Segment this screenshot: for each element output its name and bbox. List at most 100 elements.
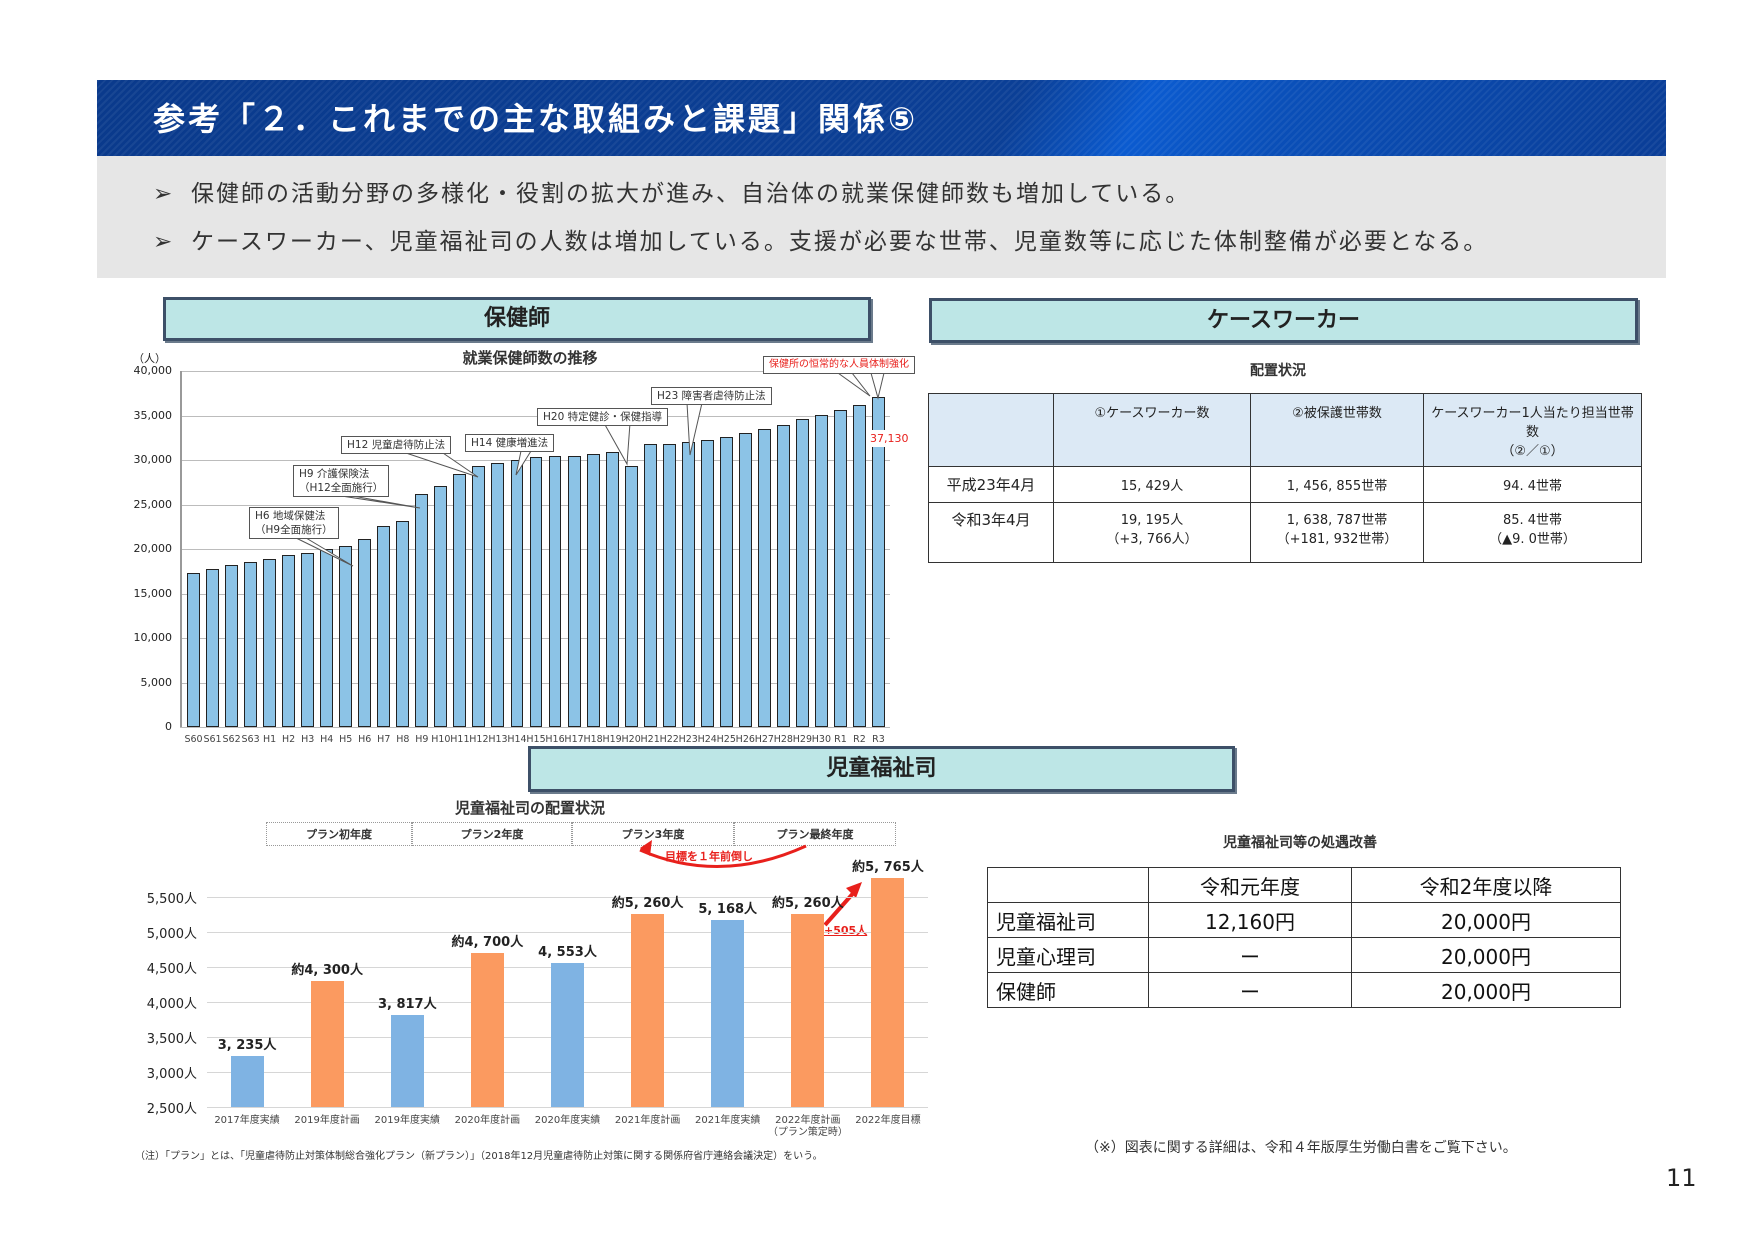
row-label: 児童福祉司 <box>987 902 1149 938</box>
x-tick-label: H11 <box>450 734 470 745</box>
callout-h14: H14 健康増進法 <box>465 434 555 452</box>
plan-bar <box>310 981 344 1107</box>
nurse-chart-unit: （人） <box>133 352 166 365</box>
gridline <box>180 415 890 417</box>
x-tick-label: H5 <box>339 734 353 745</box>
last-value-label: 37,130 <box>868 430 911 447</box>
x-tick-label: H23 <box>678 734 698 745</box>
table-row: 児童福祉司 12,160円 20,000円 <box>987 902 1621 938</box>
x-tick-label: H1 <box>263 734 277 745</box>
nurse-section-banner: 保健師 <box>163 297 871 341</box>
header-cell: 令和元年度 <box>1148 867 1352 903</box>
bar <box>396 520 410 727</box>
x-tick-label: H18 <box>583 734 603 745</box>
x-tick-label: 2019年度実績 <box>374 1115 440 1126</box>
x-tick-label: H13 <box>488 734 508 745</box>
page-number: 11 <box>1666 1164 1697 1192</box>
chart-footnote: （注）「プラン」とは、「児童虐待防止対策体制総合強化プラン（新プラン）」（201… <box>135 1151 823 1162</box>
cell-value: 19, 195人 <box>1120 513 1184 528</box>
callout-text: （H12全面施行） <box>299 482 384 494</box>
value-label: 3, 817人 <box>377 996 437 1012</box>
table-cell: 85. 4世帯 （▲9. 0世帯） <box>1423 502 1642 563</box>
row-label: 児童心理司 <box>987 937 1149 973</box>
bar <box>244 562 258 727</box>
y-tick-label: 5,500人 <box>146 892 197 907</box>
caseworker-section-banner: ケースワーカー <box>929 298 1638 343</box>
y-tick-label: 30,000 <box>133 453 173 466</box>
y-tick-label: 4,500人 <box>146 962 197 977</box>
x-tick-label: 2022年度計画 （プラン策定時） <box>767 1115 848 1138</box>
y-tick-label: 4,000人 <box>146 997 197 1012</box>
x-tick-label: 2020年度計画 <box>454 1115 521 1126</box>
caseworker-table-title: 配置状況 <box>1250 363 1306 379</box>
bar <box>776 425 790 727</box>
bullet-item: ➢ ケースワーカー、児童福祉司の人数は増加している。支援が必要な世帯、児童数等に応… <box>153 222 1488 256</box>
table-cell: 1, 456, 855世帯 <box>1250 466 1424 503</box>
bullet-text: ケースワーカー、児童福祉司の人数は増加している。支援が必要な世帯、児童数等に応じ… <box>191 229 1489 255</box>
x-tick-label: 2021年度計画 <box>614 1115 681 1126</box>
y-tick-label: 35,000 <box>133 408 173 422</box>
nurse-chart-title: 就業保健師数の推移 <box>462 349 598 367</box>
table-cell: 12,160円 <box>1148 902 1352 938</box>
x-tick-label: S60 <box>184 734 203 745</box>
bar <box>719 436 733 727</box>
child-welfare-section-banner: 児童福祉司 <box>528 746 1235 792</box>
y-tick-label: 3,000人 <box>146 1067 197 1082</box>
x-tick-label: R3 <box>872 734 885 745</box>
y-tick-label: 40,000 <box>133 364 173 377</box>
table-row: 児童心理司 ー 20,000円 <box>987 937 1621 973</box>
plan-header: プラン初年度 <box>266 822 412 846</box>
x-tick-label: 2021年度実績 <box>694 1115 761 1126</box>
x-tick-label: S63 <box>241 734 260 745</box>
bar <box>681 442 695 727</box>
bar <box>586 453 600 727</box>
gridline <box>207 897 928 898</box>
increase-arrow-icon <box>846 882 862 898</box>
callout-text: （H9全面施行） <box>255 524 333 536</box>
caseworker-banner-label: ケースワーカー <box>1207 308 1360 333</box>
x-tick-label: H25 <box>716 734 736 745</box>
callout-h20: H20 特定健診・保健指導 <box>537 408 669 426</box>
table-header-row: ①ケースワーカー数 ②被保護世帯数 ケースワーカー1人当たり担当世帯数 （②／①… <box>928 393 1642 467</box>
table-row: 保健師 ー 20,000円 <box>987 972 1621 1008</box>
plan-header: プラン3年度 <box>572 822 734 846</box>
bar <box>662 443 676 727</box>
callout-h12: H12 児童虐待防止法 <box>341 436 452 454</box>
y-tick-label: 20,000 <box>133 542 173 555</box>
plan-bar <box>791 913 825 1107</box>
x-tick-label: H7 <box>377 734 391 745</box>
x-tick-label: H22 <box>659 734 679 745</box>
advance-note: 目標を１年前倒し <box>665 850 753 863</box>
bar <box>415 493 429 727</box>
bar <box>187 573 200 727</box>
table-cell: 94. 4世帯 <box>1423 466 1642 503</box>
x-tick-label: 2022年度目標 <box>855 1115 921 1126</box>
gridline <box>180 727 890 728</box>
bar <box>567 456 581 727</box>
table-header-row: 令和元年度 令和2年度以降 <box>987 867 1621 903</box>
x-tick-label: H10 <box>431 734 451 745</box>
bar <box>700 439 714 727</box>
bar <box>377 525 391 727</box>
plan-bar <box>631 913 665 1107</box>
x-tick-label: H4 <box>320 734 334 745</box>
header-cell <box>987 867 1149 903</box>
bar <box>320 549 334 727</box>
table-cell: 20,000円 <box>1351 902 1621 938</box>
x-tick-label: H21 <box>640 734 660 745</box>
callout-h6: H6 地域保健法 （H9全面施行） <box>249 507 339 539</box>
row-label: 平成23年4月 <box>928 466 1054 503</box>
header-cell: ①ケースワーカー数 <box>1053 393 1251 467</box>
source-note: （※）図表に関する詳細は、令和４年版厚生労働白書をご覧下さい。 <box>1085 1140 1517 1156</box>
value-label: 5, 168人 <box>698 902 758 918</box>
plan-bar <box>470 953 504 1107</box>
y-tick-label: 10,000 <box>133 631 173 644</box>
header-text: ケースワーカー1人当たり担当世帯数 <box>1431 406 1634 440</box>
table-cell: 20,000円 <box>1351 937 1621 973</box>
header-cell <box>928 393 1054 467</box>
x-tick-label: 2020年度実績 <box>534 1115 601 1126</box>
x-tick-label: H29 <box>792 734 812 745</box>
x-tick-label: S62 <box>222 734 241 745</box>
bar <box>339 546 353 727</box>
